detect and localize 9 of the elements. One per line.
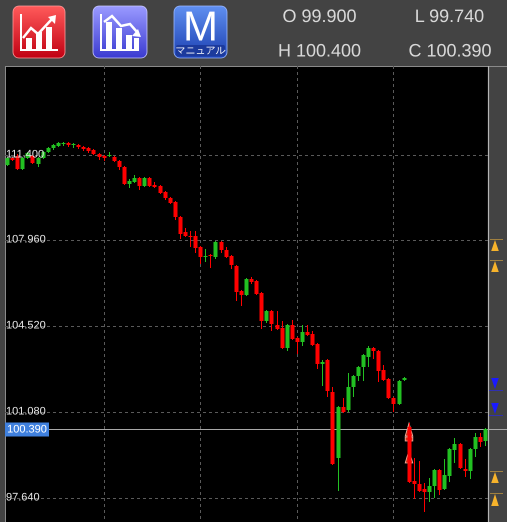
text: L 99.740: [414, 6, 484, 26]
text: C 100.390: [408, 40, 492, 60]
y-tick-label: 101.080: [6, 406, 46, 418]
y-tick-label: 97.640: [6, 492, 40, 504]
y-tick-label: 104.520: [6, 320, 46, 332]
text: O 99.900: [282, 6, 357, 26]
y-tick-label: 107.960: [6, 234, 46, 246]
text: H 100.400: [278, 40, 362, 60]
ref-line-label: 100.390: [7, 424, 47, 436]
